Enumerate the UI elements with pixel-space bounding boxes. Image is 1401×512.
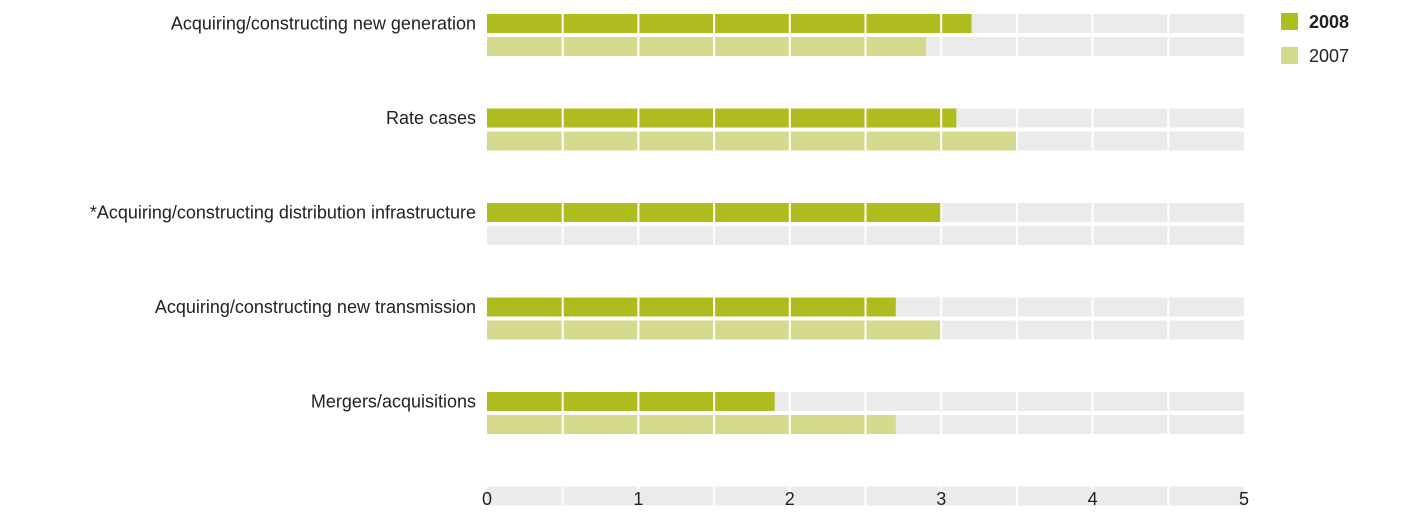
legend: 2008 2007 bbox=[1281, 12, 1349, 66]
bar-2008 bbox=[487, 14, 972, 33]
x-tick-label: 2 bbox=[785, 489, 795, 509]
bar-2008 bbox=[487, 108, 957, 128]
x-tick-label: 3 bbox=[936, 489, 946, 509]
category-labels: Acquiring/constructing new generation Rat… bbox=[90, 14, 476, 412]
gridlines bbox=[561, 14, 1170, 506]
bar-2008 bbox=[487, 392, 775, 411]
category-label: *Acquiring/constructing distribution inf… bbox=[90, 203, 476, 223]
x-tick-label: 1 bbox=[633, 489, 643, 509]
category-label: Mergers/acquisitions bbox=[311, 392, 476, 412]
x-tick-label: 0 bbox=[482, 489, 492, 509]
legend-label: 2008 bbox=[1309, 12, 1349, 32]
category-label: Rate cases bbox=[386, 108, 476, 128]
x-axis: 0 1 2 3 4 5 bbox=[482, 489, 1249, 509]
legend-swatch-2007 bbox=[1281, 47, 1298, 64]
legend-label: 2007 bbox=[1309, 46, 1349, 66]
bar-2007 bbox=[487, 37, 927, 56]
bar-2007 bbox=[487, 415, 896, 434]
category-label: Acquiring/constructing new generation bbox=[171, 14, 476, 34]
x-tick-label: 4 bbox=[1088, 489, 1098, 509]
bar-2007 bbox=[487, 131, 1017, 151]
legend-swatch-2008 bbox=[1281, 13, 1298, 30]
x-tick-label: 5 bbox=[1239, 489, 1249, 509]
bars bbox=[487, 14, 1017, 434]
category-label: Acquiring/constructing new transmission bbox=[155, 297, 476, 317]
bar-2008 bbox=[487, 297, 896, 317]
